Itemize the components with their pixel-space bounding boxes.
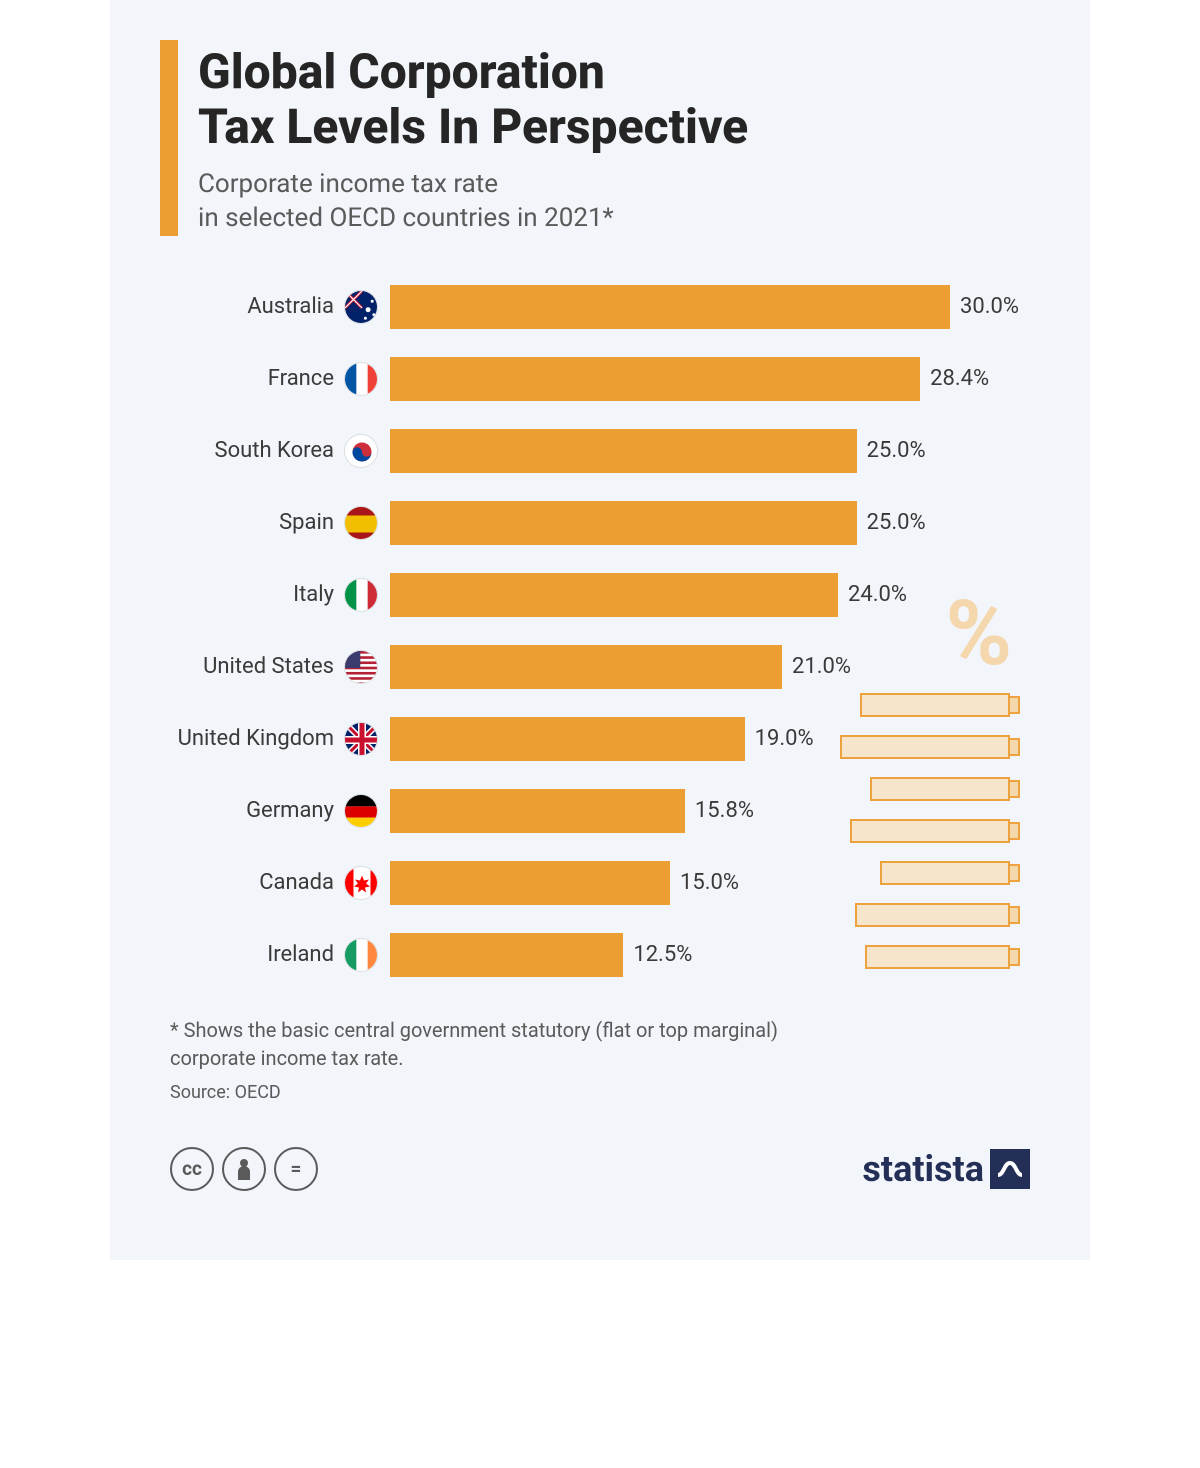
bar-label: South Korea: [215, 438, 334, 463]
bar: [390, 645, 782, 689]
bar-label-col: Italy: [170, 578, 390, 612]
italy-flag-icon: [344, 578, 378, 612]
bar-col: 19.0%: [390, 717, 1040, 761]
bar-label: United Kingdom: [178, 726, 334, 751]
bar: [390, 501, 857, 545]
bar-row: Germany 15.8%: [170, 775, 1040, 847]
south-korea-flag-icon: [344, 434, 378, 468]
cc-license-icons: cc =: [170, 1147, 318, 1191]
bar-row: United Kingdom 19.0%: [170, 703, 1040, 775]
bar-col: 25.0%: [390, 501, 1040, 545]
bar: [390, 573, 838, 617]
subtitle-line-1: Corporate income tax rate: [198, 169, 498, 199]
bar-value: 25.0%: [867, 438, 926, 463]
title-line-1: Global Corporation: [198, 43, 605, 100]
bar: [390, 717, 745, 761]
accent-bar: [160, 40, 178, 236]
bar-value: 21.0%: [792, 654, 851, 679]
bar-value: 12.5%: [633, 942, 692, 967]
bar-col: 12.5%: [390, 933, 1040, 977]
canada-flag-icon: [344, 866, 378, 900]
bar-label-col: Ireland: [170, 938, 390, 972]
bar-row: Australia 30.0%: [170, 271, 1040, 343]
australia-flag-icon: [344, 290, 378, 324]
bar-col: 30.0%: [390, 285, 1040, 329]
bar-row: Spain 25.0%: [170, 487, 1040, 559]
bar-row: Canada 15.0%: [170, 847, 1040, 919]
bar-chart: Australia 30.0% France 28.4% South Korea 25…: [170, 271, 1040, 991]
bar-label-col: Germany: [170, 794, 390, 828]
footnote-line-2: corporate income tax rate.: [170, 1046, 404, 1070]
bar-row: France 28.4%: [170, 343, 1040, 415]
bar-col: 24.0%: [390, 573, 1040, 617]
france-flag-icon: [344, 362, 378, 396]
bar-row: Italy 24.0%: [170, 559, 1040, 631]
title-line-2: Tax Levels In Perspective: [198, 98, 748, 155]
bar-value: 24.0%: [848, 582, 907, 607]
subtitle: Corporate income tax rate in selected OE…: [198, 168, 748, 236]
title: Global Corporation Tax Levels In Perspec…: [198, 44, 748, 154]
bar-row: United States 21.0%: [170, 631, 1040, 703]
bar-value: 28.4%: [930, 366, 989, 391]
ireland-flag-icon: [344, 938, 378, 972]
bar-col: 15.0%: [390, 861, 1040, 905]
bar-row: South Korea 25.0%: [170, 415, 1040, 487]
titles: Global Corporation Tax Levels In Perspec…: [198, 40, 748, 236]
cc-icon: cc: [170, 1147, 214, 1191]
bar-label-col: United States: [170, 650, 390, 684]
by-icon: [222, 1147, 266, 1191]
bar-label-col: Canada: [170, 866, 390, 900]
bar-label: Australia: [247, 294, 334, 319]
statista-logo: statista: [862, 1148, 1030, 1190]
source: Source: OECD: [170, 1082, 1040, 1103]
usa-flag-icon: [344, 650, 378, 684]
bar-value: 25.0%: [867, 510, 926, 535]
chart-card: Global Corporation Tax Levels In Perspec…: [110, 0, 1090, 1260]
spain-flag-icon: [344, 506, 378, 540]
uk-flag-icon: [344, 722, 378, 756]
bar-value: 19.0%: [755, 726, 814, 751]
subtitle-line-2: in selected OECD countries in 2021*: [198, 203, 614, 233]
bar-col: 21.0%: [390, 645, 1040, 689]
bar-label: France: [268, 366, 334, 391]
bar-label-col: Spain: [170, 506, 390, 540]
bar-col: 25.0%: [390, 429, 1040, 473]
logo-text: statista: [862, 1148, 984, 1190]
bar-label-col: South Korea: [170, 434, 390, 468]
footnote-line-1: * Shows the basic central government sta…: [170, 1018, 778, 1042]
bar: [390, 285, 950, 329]
bar-label: Ireland: [267, 942, 334, 967]
germany-flag-icon: [344, 794, 378, 828]
footnote: * Shows the basic central government sta…: [170, 1016, 1040, 1072]
bar-label-col: Australia: [170, 290, 390, 324]
bar: [390, 933, 623, 977]
bar-row: Ireland 12.5%: [170, 919, 1040, 991]
bar: [390, 429, 857, 473]
footer: cc = statista: [170, 1127, 1030, 1191]
bar-label: United States: [203, 654, 334, 679]
bar-col: 15.8%: [390, 789, 1040, 833]
bar-value: 15.0%: [680, 870, 739, 895]
bar-value: 15.8%: [695, 798, 754, 823]
bar-label: Italy: [293, 582, 334, 607]
bar-label: Canada: [259, 870, 334, 895]
bar: [390, 861, 670, 905]
bar: [390, 789, 685, 833]
header: Global Corporation Tax Levels In Perspec…: [160, 40, 1040, 236]
nd-icon: =: [274, 1147, 318, 1191]
bar-label: Germany: [246, 798, 334, 823]
bar-label: Spain: [279, 510, 334, 535]
bar-label-col: France: [170, 362, 390, 396]
bar-label-col: United Kingdom: [170, 722, 390, 756]
bar-col: 28.4%: [390, 357, 1040, 401]
bar-value: 30.0%: [960, 294, 1019, 319]
bar: [390, 357, 920, 401]
logo-mark-icon: [990, 1149, 1030, 1189]
